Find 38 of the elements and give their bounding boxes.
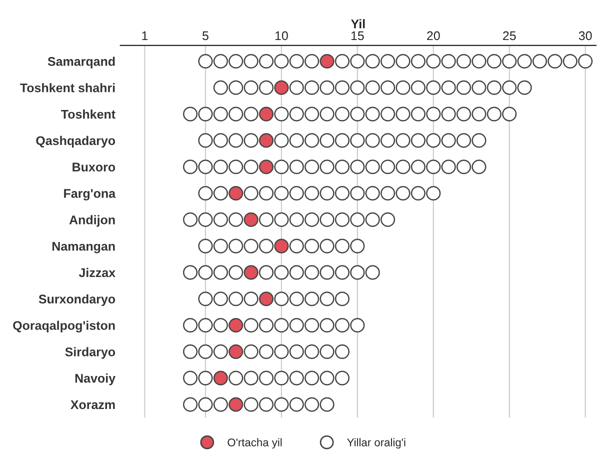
point: [228, 397, 244, 412]
point: [258, 292, 274, 306]
point: [244, 212, 258, 227]
y-tick-label: Toshkent shahri: [20, 83, 115, 92]
point: [228, 186, 244, 201]
point: [213, 370, 228, 386]
y-tick-label: Navoiy: [75, 374, 116, 386]
y-tick-label: Samarqand: [48, 56, 115, 68]
point: [228, 318, 244, 333]
y-tick-label: Jizzax: [78, 268, 116, 278]
point: [244, 265, 258, 280]
point: [274, 238, 289, 254]
y-tick-label: Namangan: [52, 242, 115, 254]
point: [274, 80, 289, 95]
y-tick-label: Andijon: [69, 215, 115, 227]
x-tick-label: 20: [427, 31, 440, 40]
point: [258, 160, 274, 174]
y-tick-label: Qoraqalpog'iston: [13, 320, 115, 332]
x-tick-label: 30: [578, 31, 592, 40]
x-axis-title: Yil: [350, 19, 365, 28]
point: [258, 133, 274, 148]
x-tick-label: 10: [275, 31, 288, 40]
point: [228, 344, 244, 359]
legend-label: O'rtacha yil: [228, 438, 282, 449]
y-tick-label: Sirdaryo: [65, 347, 116, 359]
y-tick-label: Surxondaryo: [38, 294, 116, 306]
y-tick-label: Qashqadaryo: [36, 136, 116, 148]
point: [320, 54, 334, 69]
y-tick-label: Farg'ona: [64, 189, 116, 200]
x-tick-label: 15: [351, 31, 364, 40]
y-tick-label: Buxoro: [72, 162, 116, 172]
x-tick-label: 1: [142, 31, 148, 40]
y-tick-label: Xorazm: [70, 400, 115, 410]
x-tick-label: 25: [503, 31, 516, 40]
legend-label: Yillar oralig'i: [347, 438, 406, 449]
point: [258, 106, 274, 122]
y-tick-label: Toshkent: [61, 110, 116, 119]
x-tick-label: 5: [202, 31, 208, 40]
